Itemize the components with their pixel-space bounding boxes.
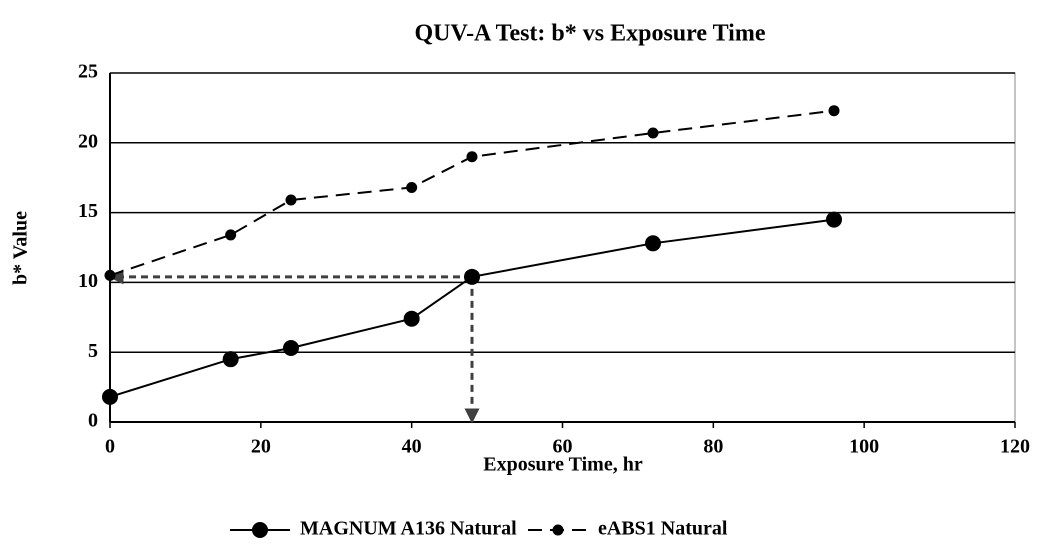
series-line: [109, 218, 835, 398]
x-tick-label: 20: [251, 436, 271, 458]
y-tick-label: 20: [78, 130, 98, 152]
data-point: [285, 194, 297, 206]
y-tick-label: 15: [78, 200, 98, 222]
data-point: [403, 310, 420, 327]
x-tick-label: 60: [553, 436, 573, 458]
data-point: [645, 235, 661, 252]
data-point: [283, 340, 299, 357]
series-line: [109, 109, 835, 277]
legend-marker: [252, 522, 268, 538]
plot-border: [109, 72, 1016, 423]
data-point: [466, 151, 478, 163]
y-tick-label: 5: [88, 340, 98, 362]
data-point: [406, 181, 418, 193]
data-point: [647, 127, 659, 139]
data-point: [222, 351, 239, 368]
x-tick-label: 0: [105, 436, 115, 458]
chart-title: QUV-A Test: b* vs Exposure Time: [415, 21, 766, 47]
y-tick-label: 10: [78, 270, 98, 292]
x-tick-label: 100: [849, 436, 879, 458]
data-point: [104, 269, 116, 281]
y-axis-label: b* Value: [10, 211, 32, 285]
data-point: [826, 211, 842, 228]
x-tick-label: 120: [1000, 436, 1030, 458]
y-tick-label: 0: [88, 410, 98, 432]
x-tick-label: 40: [402, 436, 422, 458]
data-point: [828, 105, 840, 117]
x-axis-label: Exposure Time, hr: [483, 454, 643, 476]
data-point: [225, 229, 237, 241]
legend-label: MAGNUM A136 Natural: [300, 518, 517, 540]
data-point: [102, 388, 118, 405]
legend-marker: [552, 524, 564, 536]
legend-label: eABS1 Natural: [598, 518, 728, 540]
data-point: [464, 268, 480, 285]
y-tick-label: 25: [78, 61, 98, 83]
x-tick-label: 80: [703, 436, 723, 458]
